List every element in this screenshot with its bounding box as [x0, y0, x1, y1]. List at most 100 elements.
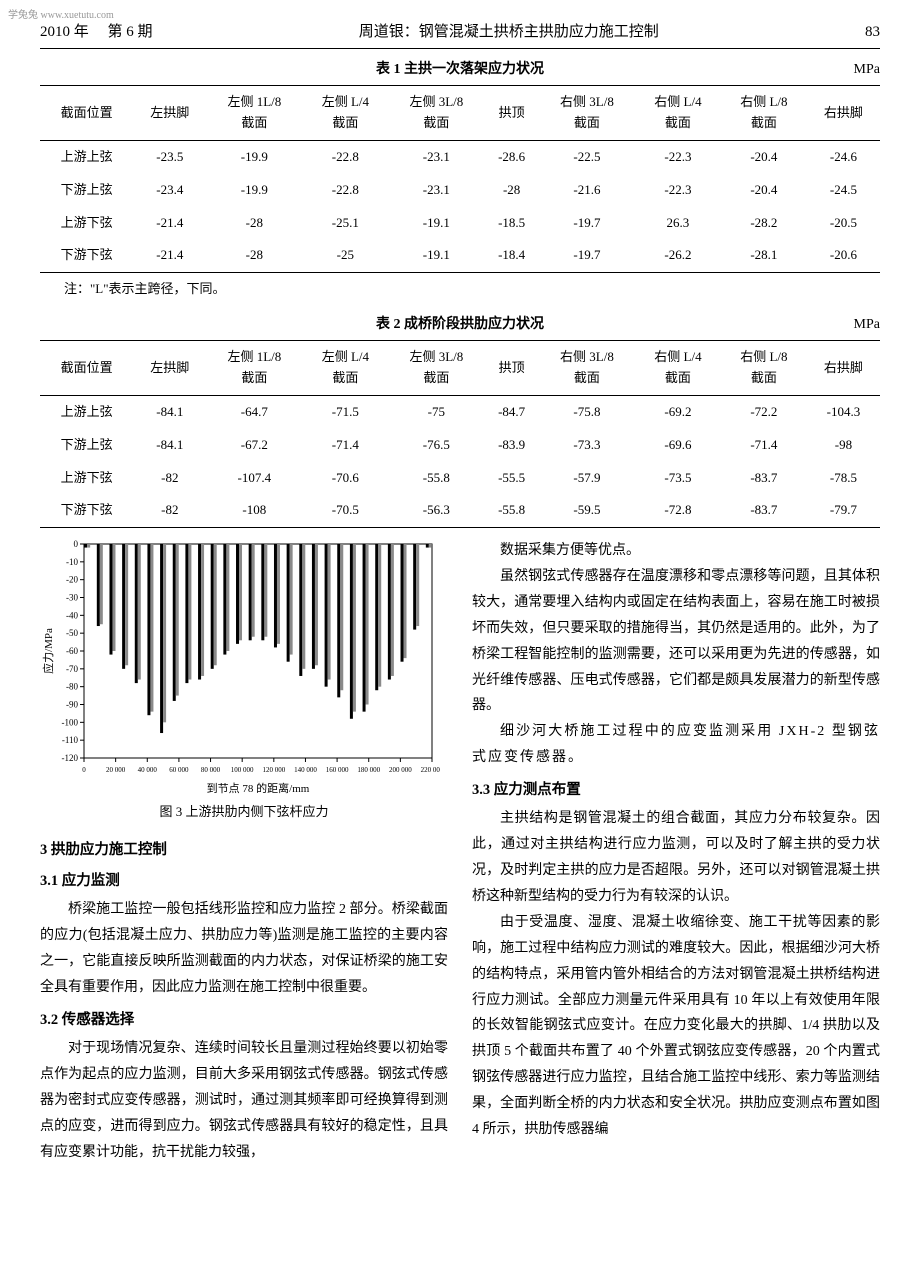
table-cell: -76.5 [388, 429, 484, 462]
heading-3-3: 3.3 应力测点布置 [472, 779, 880, 802]
table1: 截面位置左拱脚左侧 1L/8截面左侧 L/4截面左侧 3L/8截面拱顶右侧 3L… [40, 85, 880, 273]
table-header-cell: 左侧 3L/8截面 [388, 86, 484, 141]
table-cell: -25 [302, 239, 388, 272]
table-row: 下游下弦-21.4-28-25-19.1-18.4-19.7-26.2-28.1… [40, 239, 880, 272]
table-cell: -28 [206, 207, 302, 240]
table-row: 上游下弦-21.4-28-25.1-19.1-18.5-19.726.3-28.… [40, 207, 880, 240]
svg-text:-120: -120 [62, 753, 79, 763]
table-header-cell: 右侧 3L/8截面 [539, 86, 635, 141]
table-cell: -55.5 [484, 462, 539, 495]
svg-text:-50: -50 [66, 628, 78, 638]
svg-text:0: 0 [74, 539, 79, 549]
table-cell: -83.7 [721, 494, 807, 527]
table-cell: -55.8 [484, 494, 539, 527]
table-cell: -67.2 [206, 429, 302, 462]
heading-3-1: 3.1 应力监测 [40, 870, 448, 893]
table-header-cell: 拱顶 [484, 341, 539, 396]
table-cell: -20.6 [807, 239, 880, 272]
chart-caption: 图 3 上游拱肋内侧下弦杆应力 [40, 802, 448, 823]
table1-note: 注："L"表示主跨径，下同。 [64, 279, 880, 300]
table-row: 下游上弦-23.4-19.9-22.8-23.1-28-21.6-22.3-20… [40, 174, 880, 207]
svg-text:120 000: 120 000 [262, 766, 285, 774]
table-cell: -19.1 [388, 239, 484, 272]
svg-text:180 000: 180 000 [357, 766, 380, 774]
table-row: 上游上弦-84.1-64.7-71.5-75-84.7-75.8-69.2-72… [40, 395, 880, 428]
header-center: 周道银：钢管混凝土拱桥主拱肋应力施工控制 [359, 20, 659, 44]
table-header-cell: 右拱脚 [807, 341, 880, 396]
table-cell: -19.9 [206, 140, 302, 173]
table-cell: -57.9 [539, 462, 635, 495]
table-cell: -73.3 [539, 429, 635, 462]
table-header-cell: 左侧 1L/8截面 [206, 341, 302, 396]
table-cell: -23.5 [133, 140, 206, 173]
para-r3: 细沙河大桥施工过程中的应变监测采用 JXH-2 型钢弦式应变传感器。 [472, 719, 880, 771]
svg-text:-40: -40 [66, 610, 78, 620]
table-cell: -71.4 [302, 429, 388, 462]
svg-text:60 000: 60 000 [169, 766, 189, 774]
table-header-cell: 右侧 L/8截面 [721, 341, 807, 396]
svg-text:100 000: 100 000 [231, 766, 254, 774]
table-cell: -71.5 [302, 395, 388, 428]
table-cell: -21.6 [539, 174, 635, 207]
table1-wrap: 表 1 主拱一次落架应力状况 MPa 截面位置左拱脚左侧 1L/8截面左侧 L/… [40, 59, 880, 300]
para-r1: 数据采集方便等优点。 [472, 538, 880, 564]
table-header-cell: 截面位置 [40, 341, 133, 396]
heading-3-2: 3.2 传感器选择 [40, 1009, 448, 1032]
table-header-cell: 左拱脚 [133, 86, 206, 141]
table-cell: -71.4 [721, 429, 807, 462]
table-cell: -28.6 [484, 140, 539, 173]
table-row: 下游下弦-82-108-70.5-56.3-55.8-59.5-72.8-83.… [40, 494, 880, 527]
table-cell: -19.9 [206, 174, 302, 207]
table-cell: -23.4 [133, 174, 206, 207]
table-cell: -28.2 [721, 207, 807, 240]
table-cell: -18.5 [484, 207, 539, 240]
table-cell: -23.1 [388, 140, 484, 173]
svg-text:0: 0 [82, 766, 86, 774]
svg-text:220 000: 220 000 [421, 766, 440, 774]
table-cell: -98 [807, 429, 880, 462]
table-cell: -75.8 [539, 395, 635, 428]
table-cell: -75 [388, 395, 484, 428]
table-cell: 下游下弦 [40, 494, 133, 527]
table-cell: -28.1 [721, 239, 807, 272]
table-cell: -82 [133, 462, 206, 495]
svg-text:应力/MPa: 应力/MPa [41, 628, 55, 674]
para-r4: 主拱结构是钢管混凝土的组合截面，其应力分布较复杂。因此，通过对主拱结构进行应力监… [472, 806, 880, 910]
two-column-body: -120-110-100-90-80-70-60-50-40-30-20-100… [40, 538, 880, 1165]
table-cell: 上游下弦 [40, 207, 133, 240]
table-cell: -82 [133, 494, 206, 527]
table2-title-text: 表 2 成桥阶段拱肋应力状况 [376, 317, 544, 332]
svg-text:200 000: 200 000 [389, 766, 412, 774]
table-cell: -19.1 [388, 207, 484, 240]
table-cell: -69.6 [635, 429, 721, 462]
svg-text:160 000: 160 000 [326, 766, 349, 774]
table-header-cell: 左侧 L/4截面 [302, 86, 388, 141]
svg-text:-60: -60 [66, 646, 78, 656]
table-header-cell: 截面位置 [40, 86, 133, 141]
table-cell: -79.7 [807, 494, 880, 527]
table-header-cell: 左侧 L/4截面 [302, 341, 388, 396]
table-header-cell: 左侧 3L/8截面 [388, 341, 484, 396]
page-header: 2010 年 第 6 期 周道银：钢管混凝土拱桥主拱肋应力施工控制 83 [40, 20, 880, 49]
table-cell: -73.5 [635, 462, 721, 495]
table-cell: -104.3 [807, 395, 880, 428]
svg-text:-90: -90 [66, 700, 78, 710]
table-header-cell: 右侧 L/8截面 [721, 86, 807, 141]
table-cell: 上游上弦 [40, 395, 133, 428]
svg-text:-70: -70 [66, 664, 78, 674]
para-3-1: 桥梁施工监控一般包括线形监控和应力监控 2 部分。桥梁截面的应力(包括混凝土应力… [40, 897, 448, 1001]
table-cell: -20.5 [807, 207, 880, 240]
table-cell: -20.4 [721, 140, 807, 173]
table-cell: -21.4 [133, 239, 206, 272]
table-cell: -108 [206, 494, 302, 527]
table1-title: 表 1 主拱一次落架应力状况 MPa [40, 59, 880, 81]
watermark-text: 学兔兔 www.xuetutu.com [8, 8, 114, 24]
table-cell: -84.7 [484, 395, 539, 428]
table2-unit: MPa [854, 314, 880, 336]
svg-text:到节点 78 的距离/mm: 到节点 78 的距离/mm [207, 781, 310, 795]
table-cell: 26.3 [635, 207, 721, 240]
table-cell: 下游下弦 [40, 239, 133, 272]
svg-text:20 000: 20 000 [106, 766, 126, 774]
svg-text:-80: -80 [66, 682, 78, 692]
chart-container: -120-110-100-90-80-70-60-50-40-30-20-100… [40, 538, 448, 823]
